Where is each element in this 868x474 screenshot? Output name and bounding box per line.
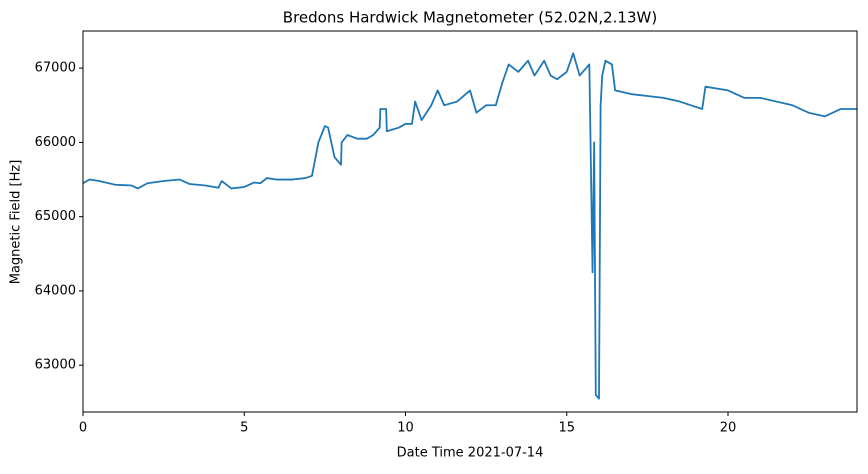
x-axis-label: Date Time 2021-07-14 bbox=[397, 446, 544, 461]
y-axis-label: Magnetic Field [Hz] bbox=[9, 160, 24, 285]
x-tick-label: 15 bbox=[558, 421, 575, 436]
data-line bbox=[82, 52, 857, 400]
plot-frame bbox=[82, 30, 858, 413]
x-tick-label: 0 bbox=[79, 421, 87, 436]
x-tick-label: 20 bbox=[720, 421, 737, 436]
y-tick-label: 66000 bbox=[35, 135, 76, 150]
x-tick-label: 10 bbox=[397, 421, 414, 436]
y-tick-label: 65000 bbox=[35, 209, 76, 224]
y-tick-label: 63000 bbox=[35, 358, 76, 373]
chart-title: Bredons Hardwick Magnetometer (52.02N,2.… bbox=[283, 9, 657, 27]
y-tick-label: 64000 bbox=[35, 283, 76, 298]
x-tick-label: 5 bbox=[240, 421, 248, 436]
y-tick-label: 67000 bbox=[35, 61, 76, 76]
